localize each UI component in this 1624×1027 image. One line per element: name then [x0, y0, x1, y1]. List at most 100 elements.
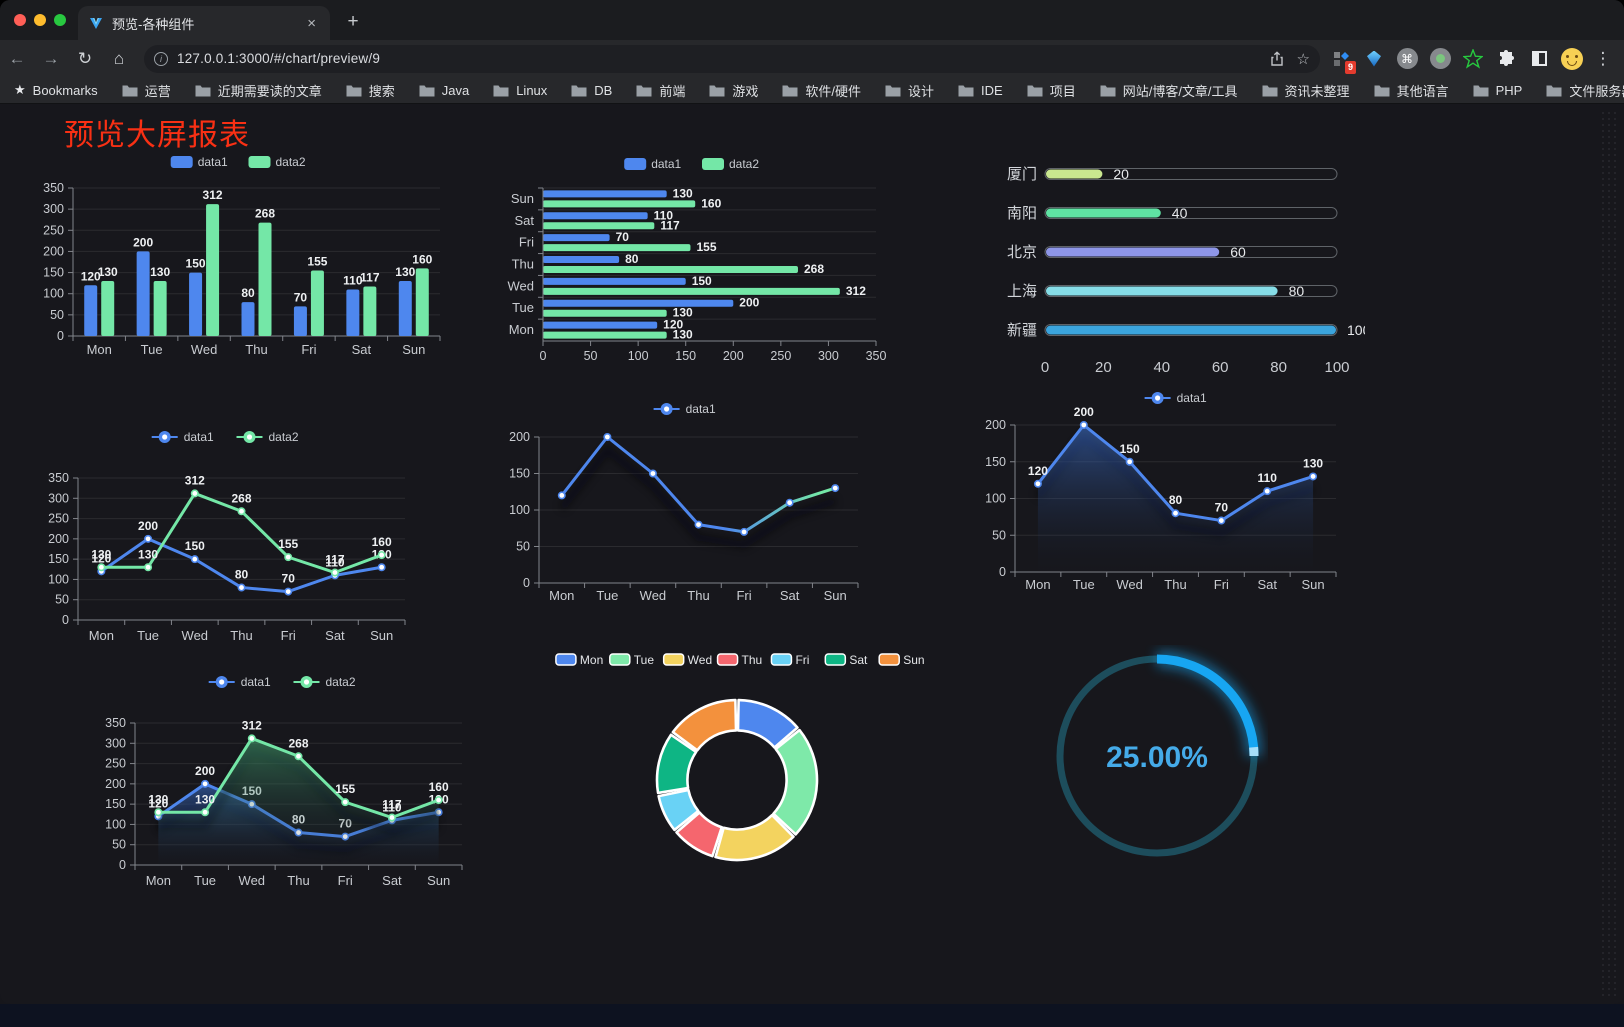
svg-text:Wed: Wed — [182, 628, 209, 643]
bookmark-folder[interactable]: DB — [571, 81, 612, 100]
extension-command-icon[interactable]: ⌘ — [1396, 48, 1418, 70]
bookmark-folder[interactable]: Linux — [493, 81, 547, 100]
svg-text:80: 80 — [1270, 359, 1287, 376]
folder-icon — [782, 85, 798, 96]
window-close-button[interactable] — [14, 14, 26, 26]
site-info-icon[interactable]: i — [154, 51, 168, 66]
svg-text:0: 0 — [540, 349, 547, 363]
browser-tab[interactable]: 预览-各种组件 × — [78, 6, 330, 40]
profile-avatar[interactable] — [1561, 47, 1583, 70]
svg-text:200: 200 — [509, 430, 530, 444]
svg-text:80: 80 — [235, 568, 249, 582]
bookmark-folder[interactable]: 近期需要读的文章 — [195, 81, 322, 100]
back-icon[interactable]: ← — [8, 48, 26, 68]
bookmark-folder[interactable]: 其他语言 — [1374, 81, 1449, 100]
svg-text:117: 117 — [360, 271, 380, 285]
bookmark-folder[interactable]: 运营 — [122, 81, 171, 100]
bookmark-folder[interactable]: IDE — [958, 81, 1003, 100]
city-progress-chart[interactable]: 厦门 20 南阳 40 北京 60 上海 80 新疆 100 0 20 40 60 80 100 — [985, 158, 1371, 383]
svg-text:120: 120 — [81, 269, 101, 283]
svg-text:Thu: Thu — [230, 628, 252, 643]
address-bar[interactable]: i 127.0.0.1:3000/#/chart/preview/9 ☆ — [144, 44, 1320, 73]
extension-record-icon[interactable] — [1429, 48, 1451, 70]
svg-text:Thu: Thu — [742, 653, 763, 667]
svg-text:20: 20 — [1095, 359, 1112, 376]
browser-menu-icon[interactable]: ⋮ — [1594, 48, 1612, 68]
svg-text:Tue: Tue — [141, 342, 163, 357]
folder-icon — [958, 85, 974, 96]
darkmode-square-icon[interactable] — [1528, 48, 1550, 70]
bookmark-folder[interactable]: 资讯未整理 — [1262, 81, 1350, 100]
svg-text:130: 130 — [148, 792, 168, 806]
folder-icon — [636, 85, 652, 96]
svg-text:117: 117 — [660, 218, 680, 232]
svg-text:data1: data1 — [686, 402, 716, 416]
horizontal-bar-chart[interactable]: data1 data2 Sun 130 160 Sat 110 117 Fri 70 155 Thu 8… — [498, 150, 890, 365]
svg-text:110: 110 — [325, 555, 345, 569]
svg-text:150: 150 — [509, 467, 530, 481]
svg-text:130: 130 — [673, 186, 693, 200]
svg-text:data1: data1 — [651, 157, 681, 171]
svg-text:40: 40 — [1153, 359, 1170, 376]
forward-icon[interactable]: → — [42, 48, 60, 68]
two-series-line-chart[interactable]: data1 data2 0 50 100 150 200 250 300 350 120 200 150… — [40, 425, 415, 650]
svg-text:300: 300 — [818, 349, 839, 363]
share-icon[interactable] — [1269, 50, 1285, 67]
bookmark-folder[interactable]: 游戏 — [709, 81, 758, 100]
bookmark-star-icon[interactable]: ☆ — [1296, 50, 1310, 68]
window-zoom-button[interactable] — [54, 14, 66, 26]
new-tab-button[interactable]: + — [347, 11, 359, 32]
reload-icon[interactable]: ↻ — [77, 48, 93, 68]
extension-grid-icon[interactable]: 9 — [1330, 48, 1356, 74]
weekday-donut-chart[interactable]: Mon Tue Wed Thu Fri Sat Sun — [545, 640, 935, 892]
star-icon: ★ — [14, 82, 26, 97]
svg-text:70: 70 — [1215, 501, 1229, 515]
svg-text:Tue: Tue — [634, 653, 655, 667]
svg-text:200: 200 — [195, 764, 215, 778]
tab-close-icon[interactable]: × — [307, 14, 316, 32]
extension-gem-icon[interactable] — [1363, 48, 1385, 70]
svg-text:Fri: Fri — [519, 235, 534, 250]
bookmark-folder[interactable]: 网站/博客/文章/工具 — [1100, 81, 1238, 100]
extensions-puzzle-icon[interactable] — [1495, 48, 1517, 70]
scroll-texture[interactable] — [1600, 110, 1617, 1000]
svg-text:Tue: Tue — [512, 300, 534, 315]
svg-text:Wed: Wed — [508, 278, 535, 293]
svg-text:data1: data1 — [198, 155, 228, 169]
svg-text:上海: 上海 — [1007, 283, 1037, 300]
bookmarks-manager[interactable]: ★ Bookmarks — [14, 82, 98, 98]
svg-text:Sun: Sun — [427, 873, 450, 888]
home-icon[interactable]: ⌂ — [113, 48, 125, 68]
svg-text:Tue: Tue — [596, 588, 618, 603]
window-minimize-button[interactable] — [34, 14, 46, 26]
bookmark-folder[interactable]: 前端 — [636, 81, 685, 100]
bookmark-folder[interactable]: Java — [419, 81, 469, 100]
bookmark-folder[interactable]: PHP — [1473, 81, 1522, 100]
bookmark-folder[interactable]: 软件/硬件 — [782, 81, 861, 100]
area-line-chart[interactable]: data1 0 50 100 150 200 120 200 150 80 70 110 130 Mon T… — [968, 388, 1388, 596]
bookmarks-label: Bookmarks — [32, 82, 98, 98]
site-favicon-icon — [90, 18, 102, 29]
bookmark-folder[interactable]: 搜索 — [346, 81, 395, 100]
bookmark-folder[interactable]: 文件服务器 — [1546, 81, 1624, 100]
folder-icon — [419, 85, 435, 96]
svg-text:Thu: Thu — [687, 588, 709, 603]
gradient-line-chart[interactable]: data1 0 50 100 150 200 Mon Tue Wed Thu Fri Sat Sun — [503, 398, 871, 610]
percent-gauge-chart[interactable]: 25.00% — [1046, 645, 1268, 867]
svg-text:Sun: Sun — [1302, 577, 1325, 592]
svg-text:200: 200 — [43, 244, 64, 258]
grouped-bar-chart[interactable]: data1 data2 0 50 100 150 200 250 300 350 120 130 200… — [33, 148, 448, 363]
bookmark-folder[interactable]: 设计 — [885, 81, 934, 100]
svg-text:100: 100 — [985, 492, 1006, 506]
svg-text:Sun: Sun — [824, 588, 847, 603]
extension-star-icon[interactable] — [1462, 48, 1484, 70]
bookmark-folder[interactable]: 项目 — [1027, 81, 1076, 100]
svg-text:70: 70 — [294, 290, 308, 304]
url-text[interactable]: 127.0.0.1:3000/#/chart/preview/9 — [177, 51, 381, 66]
svg-text:0: 0 — [57, 329, 64, 343]
svg-text:60: 60 — [1212, 359, 1229, 376]
svg-text:150: 150 — [692, 274, 712, 288]
two-series-area-line-chart[interactable]: data1data2050100150200250300350120200150… — [97, 670, 472, 895]
svg-text:150: 150 — [985, 455, 1006, 469]
